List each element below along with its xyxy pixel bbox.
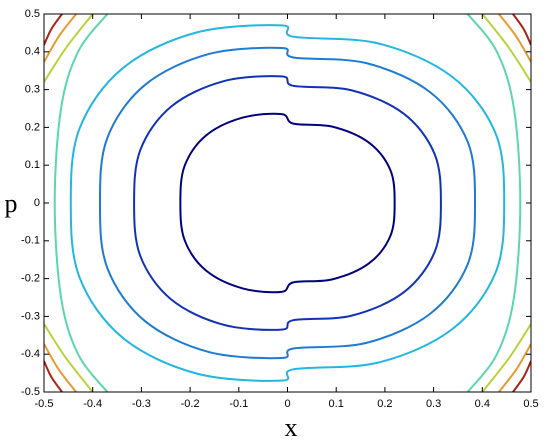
x-axis-label: x (285, 413, 298, 442)
x-tick-label: 0.4 (475, 398, 490, 410)
contour-line (53, 14, 109, 392)
contour-line (512, 14, 531, 46)
y-tick-label: 0.5 (25, 8, 40, 20)
x-tick-label: 0.2 (377, 398, 392, 410)
contour-line (44, 14, 77, 63)
x-tick-label: 0.3 (426, 398, 441, 410)
y-tick-label: 0.1 (25, 159, 40, 171)
contours (44, 14, 531, 392)
x-tick-label: -0.1 (229, 398, 248, 410)
x-tick-label: 0 (284, 398, 290, 410)
y-tick-label: -0.4 (21, 348, 40, 360)
x-tick-label: -0.4 (83, 398, 102, 410)
x-tick-label: 0.1 (329, 398, 344, 410)
contour-line (481, 323, 531, 392)
contour-line (133, 75, 442, 331)
contour-line (498, 343, 531, 392)
contour-line (481, 14, 531, 83)
y-tick-label: -0.2 (21, 273, 40, 285)
x-tick-label: -0.3 (132, 398, 151, 410)
x-tick-label: 0.5 (523, 398, 538, 410)
x-tick-label: -0.5 (35, 398, 54, 410)
plot-area (44, 14, 531, 392)
contour-line (466, 14, 522, 392)
y-tick-label: -0.5 (21, 386, 40, 398)
contour-line (179, 112, 396, 294)
y-tick-label: 0.2 (25, 121, 40, 133)
contour-line (44, 360, 63, 392)
contour-line (44, 14, 63, 46)
y-tick-label: 0.4 (25, 46, 40, 58)
contour-line (44, 323, 94, 392)
contour-line (69, 24, 506, 382)
contour-line (512, 360, 531, 392)
y-axis-label: p (5, 189, 18, 218)
y-tick-label: 0.3 (25, 84, 40, 96)
contour-line (498, 14, 531, 63)
contour-line (44, 343, 77, 392)
y-tick-label: -0.3 (21, 310, 40, 322)
y-tick-label: -0.1 (21, 235, 40, 247)
x-tick-label: -0.2 (181, 398, 200, 410)
y-tick-label: 0 (34, 197, 40, 209)
contour-line (99, 46, 476, 360)
contour-line (44, 14, 94, 83)
